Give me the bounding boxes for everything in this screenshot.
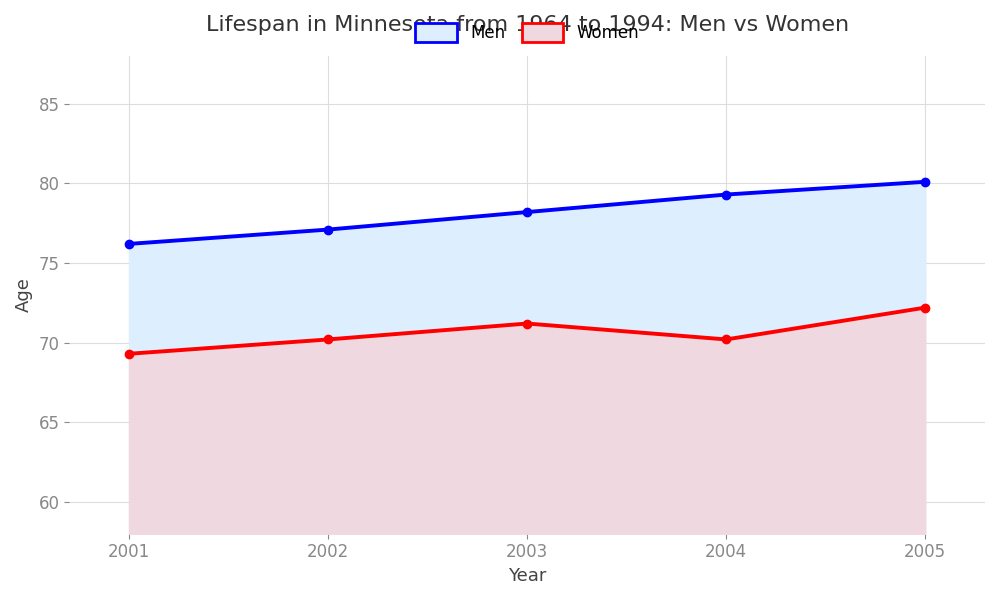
Legend: Men, Women: Men, Women xyxy=(408,17,646,49)
Y-axis label: Age: Age xyxy=(15,277,33,312)
X-axis label: Year: Year xyxy=(508,567,546,585)
Title: Lifespan in Minnesota from 1964 to 1994: Men vs Women: Lifespan in Minnesota from 1964 to 1994:… xyxy=(206,15,849,35)
